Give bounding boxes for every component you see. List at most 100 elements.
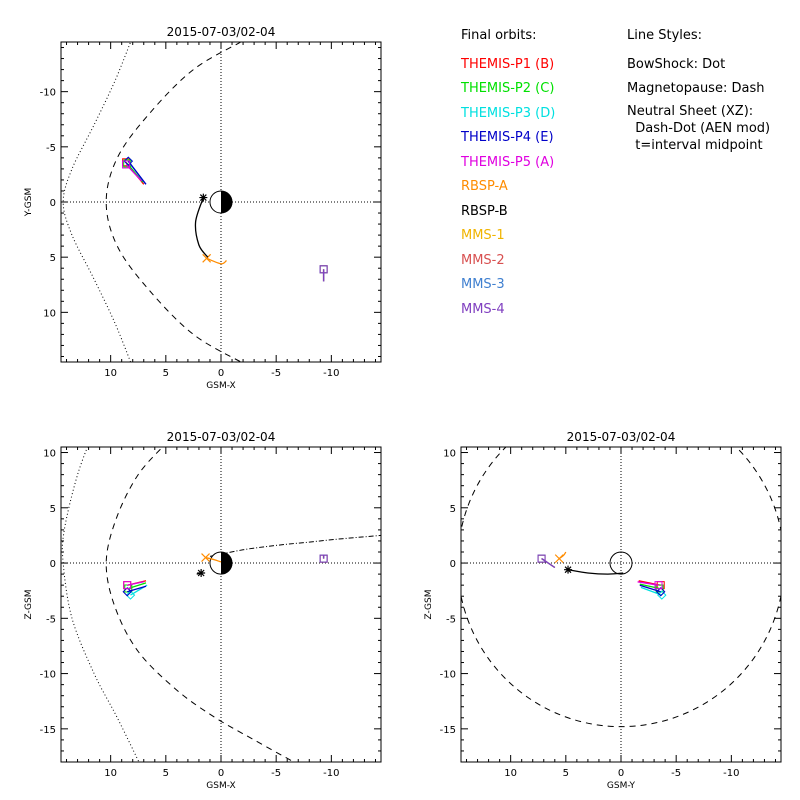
orbit-marker-square [122,160,131,169]
chart-xy-plane: 10 5 0 -5 -10 -10 -5 0 5 10 2015-07-03/02-04 GSM-X Y… [24,25,382,391]
legend-item: THEMIS-P2 (C) [461,81,555,96]
line-style-bowshock: BowShock: Dot [627,57,726,72]
chart-title: 2015-07-03/02-04 [567,430,676,444]
y-tick-label: -15 [440,725,456,736]
orbit-marker-x [201,553,210,562]
legend-item: THEMIS-P1 (B) [461,56,555,72]
neutral-sheet-curve [209,534,381,557]
y-tick-label: 0 [450,559,456,570]
orbit-track [127,581,144,586]
y-axis-label: Y-GSM [24,188,34,217]
y-axis-label: Z-GSM [424,589,434,619]
y-tick-label: -5 [46,614,56,625]
orbit-marker-x [202,253,212,263]
x-tick-label: 5 [163,368,169,379]
orbit-track [125,164,143,182]
earth-night-side [221,190,233,214]
x-tick-label: 0 [218,768,224,779]
orbit-marker-square [537,554,546,563]
legend-item: THEMIS-P3 (D) [461,105,556,121]
orbit-marker-square [123,581,132,590]
plot-area [61,42,381,362]
plot-area [61,447,381,762]
x-axis-label: GSM-Y [607,781,636,791]
legend-item: RBSP-B [461,203,508,219]
y-tick-label: 5 [450,504,456,515]
earth-disk [609,551,633,575]
y-tick-label: 10 [43,308,56,319]
y-axis-label: Z-GSM [24,589,34,619]
x-tick-label: 0 [218,368,224,379]
y-tick-label: 10 [43,449,56,460]
orbit-track [205,556,222,563]
y-tick-label: 0 [50,198,56,209]
orbit-marker-asterisk [199,193,208,202]
x-tick-label: -5 [271,368,281,379]
legend-item: MMS-1 [461,228,505,243]
chart-title: 2015-07-03/02-04 [167,25,276,39]
y-tick-label: -10 [40,88,56,99]
x-tick-label: -5 [271,768,281,779]
x-tick-label: -10 [323,768,339,779]
orbit-marker-square [654,581,663,590]
y-tick-label: 5 [50,253,56,264]
line-style-interval: t=interval midpoint [627,138,763,153]
orbit-marker-diamond [123,156,134,166]
x-tick-label: 5 [163,768,169,779]
x-tick-label: -5 [671,768,681,779]
orbit-track [128,582,147,590]
magnetopause-curve [105,42,242,362]
orbit-legend-heading: Final orbits: [461,28,537,43]
x-tick-label: 0 [618,768,624,779]
legend-item: THEMIS-P5 (A) [461,154,555,170]
y-tick-label: -10 [440,670,456,681]
y-tick-label: -5 [46,143,56,154]
y-tick-label: -15 [40,725,56,736]
orbit-marker-square [319,554,328,563]
y-tick-label: 10 [443,449,456,460]
legend-item: MMS-4 [461,301,505,317]
orbit-marker-diamond [122,587,132,597]
orbit-marker-square [319,265,328,274]
orbit-marker-diamond [656,587,666,597]
line-styles-key: Line Styles: BowShock: Dot Magnetopause:… [627,26,770,154]
orbit-track [206,257,227,265]
magnetopause-circle [461,447,781,728]
y-tick-label: 5 [50,504,56,515]
x-tick-label: 10 [104,768,117,779]
line-style-neutral-sheet: Neutral Sheet (XZ): [627,104,754,119]
plot-area [461,447,781,762]
chart-xz-plane: 10 5 0 -5 -10 10 5 0 -5 -10 -15 2015-07-03/02-04 GSM… [24,430,382,791]
legend-item: MMS-3 [461,277,505,292]
orbit-marker-square [537,554,546,563]
chart-yz-plane: 10 5 0 -5 -10 10 5 0 -5 -10 -15 2015-07-03/02-04 GSM… [424,430,782,791]
y-tick-label: -10 [40,670,56,681]
orbit-track [567,569,624,575]
orbit-marker-square [537,554,546,563]
line-style-dash-dot: Dash-Dot (AEN mod) [627,121,771,136]
orbit-track [541,558,556,569]
legend-item: THEMIS-P4 (E) [461,130,554,145]
orbit-legend: Final orbits: THEMIS-P1 (B) THEMIS-P2 (C)… [461,26,555,317]
x-tick-label: -10 [723,768,739,779]
orbit-marker-diamond [125,590,136,600]
earth-night-side [221,552,233,575]
magnetopause-curve [105,447,295,762]
x-tick-label: 10 [504,768,517,779]
orbit-marker-asterisk [564,565,573,574]
orbit-marker-x [554,554,564,564]
chart-title: 2015-07-03/02-04 [167,430,276,444]
orbit-track [127,160,147,185]
y-tick-label: 0 [50,559,56,570]
x-axis-label: GSM-X [206,781,235,791]
x-tick-label: 10 [104,368,117,379]
orbit-marker-square [537,554,546,563]
legend-item: MMS-2 [461,252,505,268]
legend-item: RBSP-A [461,179,508,194]
orbit-track [194,197,209,258]
x-axis-label: GSM-X [206,381,235,391]
x-tick-label: 5 [563,768,569,779]
x-tick-label: -10 [323,368,339,379]
orbit-marker-asterisk [197,569,206,577]
line-styles-heading: Line Styles: [627,28,703,43]
